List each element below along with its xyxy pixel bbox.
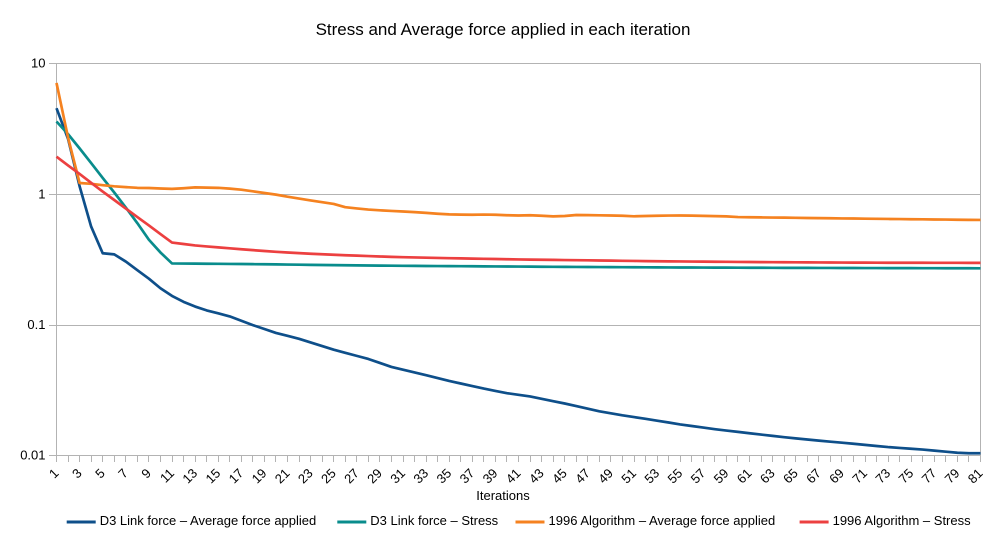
svg-text:1996 Algorithm – Stress: 1996 Algorithm – Stress — [833, 513, 972, 528]
svg-text:Iterations: Iterations — [476, 488, 530, 503]
svg-text:0.1: 0.1 — [27, 317, 45, 332]
svg-text:1: 1 — [38, 186, 45, 201]
svg-text:10: 10 — [31, 56, 45, 71]
svg-text:Stress and Average force appli: Stress and Average force applied in each… — [316, 20, 691, 39]
svg-text:0.01: 0.01 — [20, 448, 45, 463]
svg-text:1996 Algorithm – Average force: 1996 Algorithm – Average force applied — [549, 513, 776, 528]
svg-text:D3 Link force – Stress: D3 Link force – Stress — [370, 513, 498, 528]
svg-text:D3 Link force – Average force: D3 Link force – Average force applied — [100, 513, 317, 528]
